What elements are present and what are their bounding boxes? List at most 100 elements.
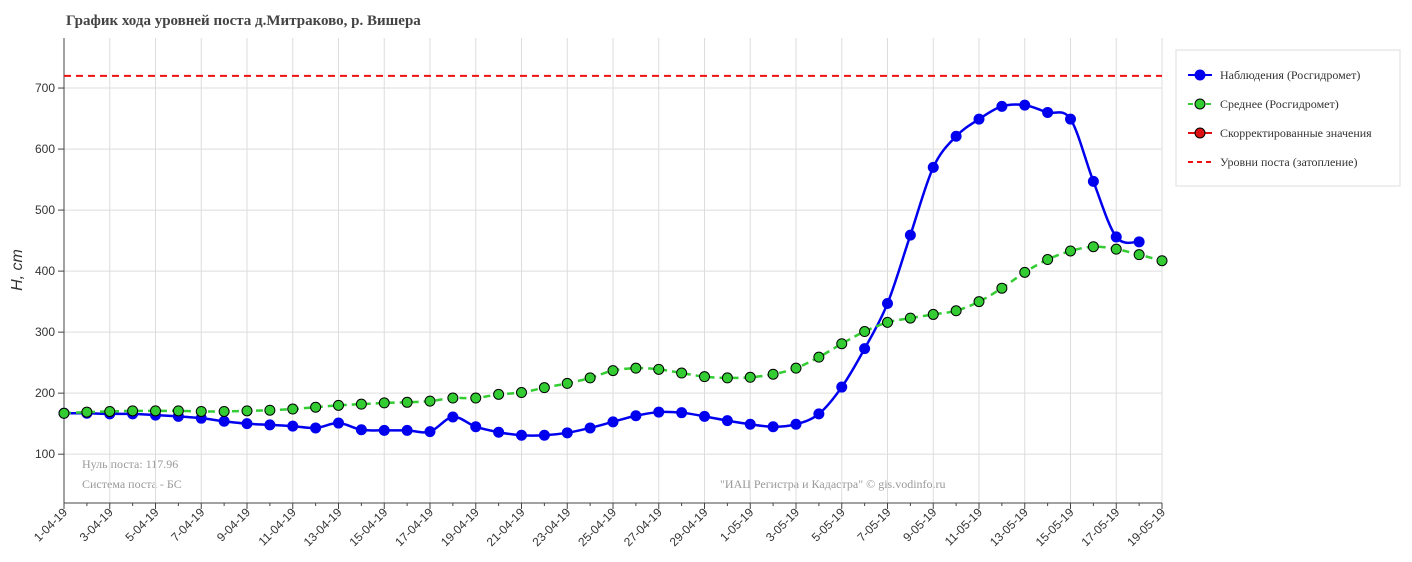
data-point	[150, 405, 161, 417]
annotation: Система поста - БС	[82, 477, 182, 491]
data-point	[973, 296, 985, 308]
data-point	[904, 312, 916, 324]
data-point	[950, 130, 962, 142]
data-point	[699, 410, 710, 422]
data-point	[767, 421, 779, 433]
x-tick-label: 17-05-19	[1078, 505, 1122, 549]
data-point	[287, 420, 299, 432]
x-tick-label: 13-05-19	[987, 505, 1031, 549]
data-point	[310, 401, 322, 413]
data-point	[470, 392, 482, 404]
x-tick-label: 7-05-19	[854, 505, 893, 544]
x-tick-label: 5-05-19	[809, 505, 848, 544]
x-tick-label: 15-04-19	[346, 505, 390, 549]
data-point	[1110, 231, 1122, 243]
data-point	[836, 381, 848, 393]
legend-label: Уровни поста (затопление)	[1220, 155, 1357, 169]
data-point	[401, 424, 413, 436]
x-tick-label: 1-05-19	[717, 505, 756, 544]
data-point	[516, 429, 527, 441]
data-point	[584, 372, 596, 384]
data-point	[607, 416, 619, 428]
data-point	[996, 282, 1008, 294]
data-point	[882, 297, 893, 309]
data-point	[790, 362, 802, 374]
x-tick-label: 9-05-19	[900, 505, 939, 544]
data-point	[538, 382, 550, 394]
data-point	[287, 403, 299, 415]
data-point	[836, 338, 848, 350]
y-tick-label: 700	[35, 81, 55, 95]
data-point	[790, 418, 802, 430]
data-point	[447, 411, 459, 423]
data-point	[699, 371, 710, 383]
data-point	[264, 419, 276, 431]
data-point	[310, 422, 322, 434]
data-point	[744, 371, 756, 383]
data-point	[1133, 236, 1145, 248]
data-point	[767, 368, 779, 380]
y-tick-label: 300	[35, 325, 55, 339]
data-point	[218, 415, 230, 427]
data-point	[1065, 245, 1076, 257]
x-tick-label: 29-04-19	[667, 505, 711, 549]
data-point	[493, 388, 505, 400]
data-point	[653, 363, 665, 375]
legend-label: Среднее (Росгидромет)	[1220, 97, 1339, 111]
data-point	[104, 405, 116, 417]
annotation: "ИАЦ Регистра и Кадастра" © gis.vodinfo.…	[720, 477, 946, 491]
data-point	[561, 427, 573, 439]
data-point	[516, 387, 527, 399]
data-point	[859, 326, 871, 338]
data-point	[333, 417, 344, 429]
data-point	[355, 424, 367, 436]
x-tick-label: 25-04-19	[575, 505, 619, 549]
data-point	[172, 405, 184, 417]
data-point	[81, 406, 93, 418]
legend-box	[1175, 49, 1401, 187]
legend-marker	[1194, 127, 1206, 139]
data-point	[882, 316, 893, 328]
data-point	[1042, 106, 1054, 118]
x-tick-label: 11-04-19	[256, 505, 299, 548]
legend-label: Наблюдения (Росгидромет)	[1220, 68, 1360, 82]
data-point	[1156, 255, 1168, 267]
data-point	[950, 305, 962, 317]
data-point	[1087, 241, 1099, 253]
data-point	[1042, 254, 1054, 266]
data-point	[676, 407, 688, 419]
data-point	[904, 229, 916, 241]
data-point	[813, 408, 825, 420]
data-point	[218, 405, 230, 417]
x-tick-label: 23-04-19	[529, 505, 573, 549]
y-tick-label: 500	[35, 203, 55, 217]
data-point	[607, 365, 619, 377]
y-tick-label: 100	[35, 447, 55, 461]
data-point	[1110, 243, 1122, 255]
data-point	[676, 367, 688, 379]
data-point	[1087, 175, 1099, 187]
y-tick-label: 600	[35, 142, 55, 156]
data-point	[561, 377, 573, 389]
data-point	[927, 308, 939, 320]
y-tick-label: 400	[35, 264, 55, 278]
data-point	[996, 100, 1008, 112]
x-tick-label: 17-04-19	[392, 505, 436, 549]
x-tick-label: 19-05-19	[1124, 505, 1168, 549]
data-point	[378, 397, 390, 409]
data-point	[1019, 266, 1031, 278]
x-tick-label: 15-05-19	[1033, 505, 1077, 549]
x-tick-label: 7-04-19	[168, 505, 207, 544]
data-point	[195, 405, 207, 417]
data-point	[973, 113, 985, 125]
chart-title: График хода уровней поста д.Митраково, р…	[66, 13, 421, 29]
data-point	[1133, 249, 1145, 261]
x-tick-label: 11-05-19	[942, 505, 985, 548]
x-tick-label: 13-04-19	[301, 505, 345, 549]
x-tick-label: 1-04-19	[31, 505, 70, 544]
data-point	[1065, 113, 1076, 125]
data-point	[333, 399, 344, 411]
data-point	[241, 405, 253, 417]
data-point	[1019, 99, 1031, 111]
y-axis-label: H, cm	[9, 249, 26, 291]
